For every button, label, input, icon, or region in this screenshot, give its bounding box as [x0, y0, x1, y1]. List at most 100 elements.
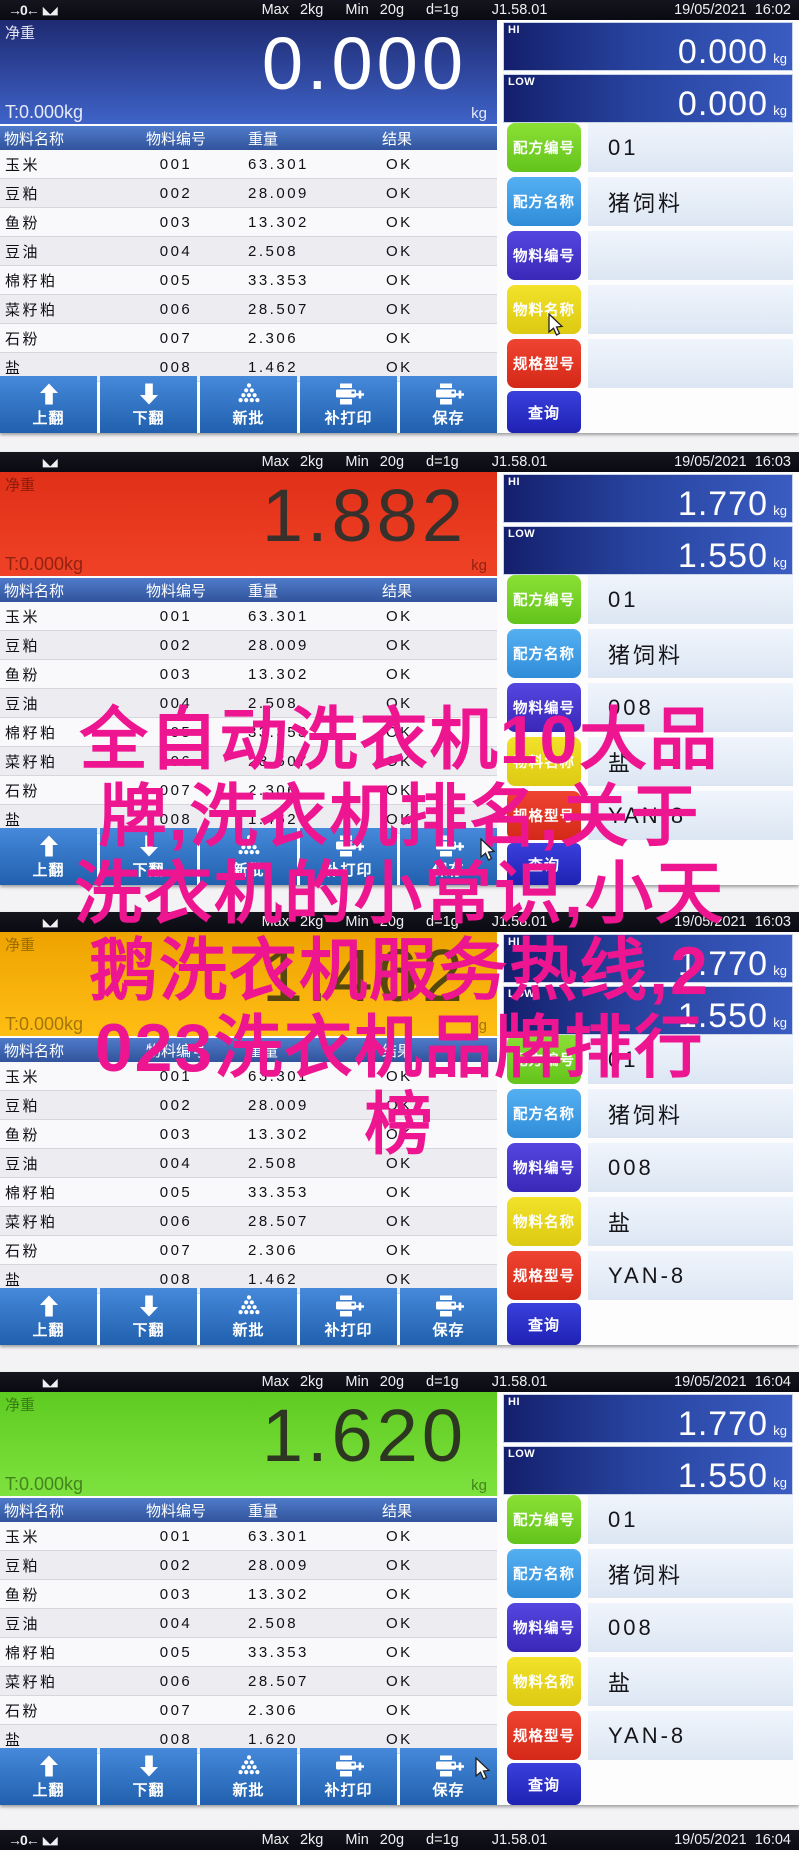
printer-plus-icon: [435, 1755, 464, 1776]
new-batch-button[interactable]: 新批: [200, 1288, 297, 1345]
result-cell: OK: [386, 213, 413, 231]
recipe-name-button[interactable]: 配方名称: [507, 177, 581, 226]
material-row[interactable]: 棉籽粕 005 33.353 OK: [0, 718, 497, 747]
page-up-button[interactable]: 上翻: [0, 828, 97, 885]
low-limit-unit: kg: [773, 1475, 787, 1490]
query-button[interactable]: 查询: [507, 1303, 581, 1345]
material-code-cell: 003: [159, 1585, 193, 1603]
recipe-number-button[interactable]: 配方编号: [507, 575, 581, 624]
column-header: 物料名称: [4, 1502, 65, 1520]
page-down-button[interactable]: 下翻: [100, 1288, 197, 1345]
material-row[interactable]: 棉籽粕 005 33.353 OK: [0, 1638, 497, 1667]
arrow-down-icon: [139, 383, 158, 404]
material-row[interactable]: 豆粕 002 28.009 OK: [0, 179, 497, 208]
material-row[interactable]: 鱼粉 003 13.302 OK: [0, 660, 497, 689]
material-number-button[interactable]: 物料编号: [507, 683, 581, 732]
material-row[interactable]: 鱼粉 003 13.302 OK: [0, 208, 497, 237]
material-row[interactable]: 玉米 001 63.301 OK: [0, 1062, 497, 1091]
material-name-button[interactable]: 物料名称: [507, 285, 581, 334]
result-cell: OK: [386, 300, 413, 318]
new-batch-button[interactable]: 新批: [200, 828, 297, 885]
recipe-number-value: 01: [588, 1495, 793, 1544]
save-button[interactable]: 保存: [400, 828, 497, 885]
query-button[interactable]: 查询: [507, 1763, 581, 1805]
recipe-number-button[interactable]: 配方编号: [507, 123, 581, 172]
material-row[interactable]: 豆油 004 2.508 OK: [0, 237, 497, 266]
material-number-button[interactable]: 物料编号: [507, 1143, 581, 1192]
low-limit-display: LOW 1.550 kg: [503, 526, 793, 575]
material-name-value: 盐: [588, 737, 793, 786]
low-limit-value: 1.550: [677, 537, 768, 575]
material-row[interactable]: 石粉 007 2.306 OK: [0, 1236, 497, 1265]
spec-model-button[interactable]: 规格型号: [507, 791, 581, 840]
material-code-cell: 002: [159, 184, 193, 202]
material-row[interactable]: 豆粕 002 28.009 OK: [0, 631, 497, 660]
material-number-button[interactable]: 物料编号: [507, 231, 581, 280]
material-code-cell: 008: [159, 1270, 193, 1288]
reprint-button[interactable]: 补打印: [300, 1748, 397, 1805]
material-name-button[interactable]: 物料名称: [507, 1657, 581, 1706]
save-button[interactable]: 保存: [400, 1748, 497, 1805]
recipe-name-button[interactable]: 配方名称: [507, 629, 581, 678]
weight-cell: 13.302: [248, 213, 309, 231]
page-up-button[interactable]: 上翻: [0, 376, 97, 433]
material-row[interactable]: 鱼粉 003 13.302 OK: [0, 1120, 497, 1149]
page-up-button[interactable]: 上翻: [0, 1748, 97, 1805]
hi-limit-display: HI 1.770 kg: [503, 474, 793, 523]
hi-limit-unit: kg: [773, 1423, 787, 1438]
material-code-cell: 004: [159, 694, 193, 712]
weight-range-icon: ◣◢: [42, 1376, 58, 1389]
material-row[interactable]: 棉籽粕 005 33.353 OK: [0, 1178, 497, 1207]
new-batch-button[interactable]: 新批: [200, 1748, 297, 1805]
material-row[interactable]: 菜籽粕 006 28.507 OK: [0, 1667, 497, 1696]
reprint-button[interactable]: 补打印: [300, 1288, 397, 1345]
table-body: 玉米 001 63.301 OK 豆粕 002 28.009 OK 鱼粉 003 13.302 OK 豆…: [0, 602, 497, 834]
material-row[interactable]: 菜籽粕 006 28.507 OK: [0, 747, 497, 776]
page-down-button[interactable]: 下翻: [100, 1748, 197, 1805]
result-cell: OK: [386, 810, 413, 828]
recipe-number-button[interactable]: 配方编号: [507, 1495, 581, 1544]
arrow-down-icon: [139, 835, 158, 856]
material-row[interactable]: 豆油 004 2.508 OK: [0, 1149, 497, 1178]
page-down-button[interactable]: 下翻: [100, 376, 197, 433]
reprint-label: 补打印: [324, 409, 373, 427]
new-batch-button[interactable]: 新批: [200, 376, 297, 433]
spec-model-button[interactable]: 规格型号: [507, 1251, 581, 1300]
reprint-button[interactable]: 补打印: [300, 828, 397, 885]
material-row[interactable]: 石粉 007 2.306 OK: [0, 1696, 497, 1725]
material-code-cell: 006: [159, 752, 193, 770]
material-row[interactable]: 玉米 001 63.301 OK: [0, 150, 497, 179]
reprint-button[interactable]: 补打印: [300, 376, 397, 433]
material-row[interactable]: 鱼粉 003 13.302 OK: [0, 1580, 497, 1609]
save-button[interactable]: 保存: [400, 1288, 497, 1345]
recipe-name-button[interactable]: 配方名称: [507, 1089, 581, 1138]
material-row[interactable]: 石粉 007 2.306 OK: [0, 776, 497, 805]
page-up-button[interactable]: 上翻: [0, 1288, 97, 1345]
weight-range-icon: ◣◢: [42, 916, 58, 929]
material-name-button[interactable]: 物料名称: [507, 737, 581, 786]
material-name-cell: 盐: [5, 359, 23, 377]
material-row[interactable]: 豆粕 002 28.009 OK: [0, 1551, 497, 1580]
material-row[interactable]: 石粉 007 2.306 OK: [0, 324, 497, 353]
material-number-button[interactable]: 物料编号: [507, 1603, 581, 1652]
recipe-number-button[interactable]: 配方编号: [507, 1035, 581, 1084]
spec-model-button[interactable]: 规格型号: [507, 339, 581, 388]
material-row[interactable]: 玉米 001 63.301 OK: [0, 1522, 497, 1551]
recipe-name-button[interactable]: 配方名称: [507, 1549, 581, 1598]
spec-model-button[interactable]: 规格型号: [507, 1711, 581, 1760]
query-button[interactable]: 查询: [507, 843, 581, 885]
column-header: 结果: [382, 130, 413, 148]
query-button[interactable]: 查询: [507, 391, 581, 433]
material-row[interactable]: 棉籽粕 005 33.353 OK: [0, 266, 497, 295]
material-row[interactable]: 菜籽粕 006 28.507 OK: [0, 1207, 497, 1236]
material-row[interactable]: 玉米 001 63.301 OK: [0, 602, 497, 631]
material-row[interactable]: 菜籽粕 006 28.507 OK: [0, 295, 497, 324]
result-cell: OK: [386, 1672, 413, 1690]
material-name-button[interactable]: 物料名称: [507, 1197, 581, 1246]
page-down-button[interactable]: 下翻: [100, 828, 197, 885]
material-row[interactable]: 豆粕 002 28.009 OK: [0, 1091, 497, 1120]
save-button[interactable]: 保存: [400, 376, 497, 433]
material-row[interactable]: 豆油 004 2.508 OK: [0, 689, 497, 718]
material-row[interactable]: 豆油 004 2.508 OK: [0, 1609, 497, 1638]
material-code-cell: 006: [159, 300, 193, 318]
